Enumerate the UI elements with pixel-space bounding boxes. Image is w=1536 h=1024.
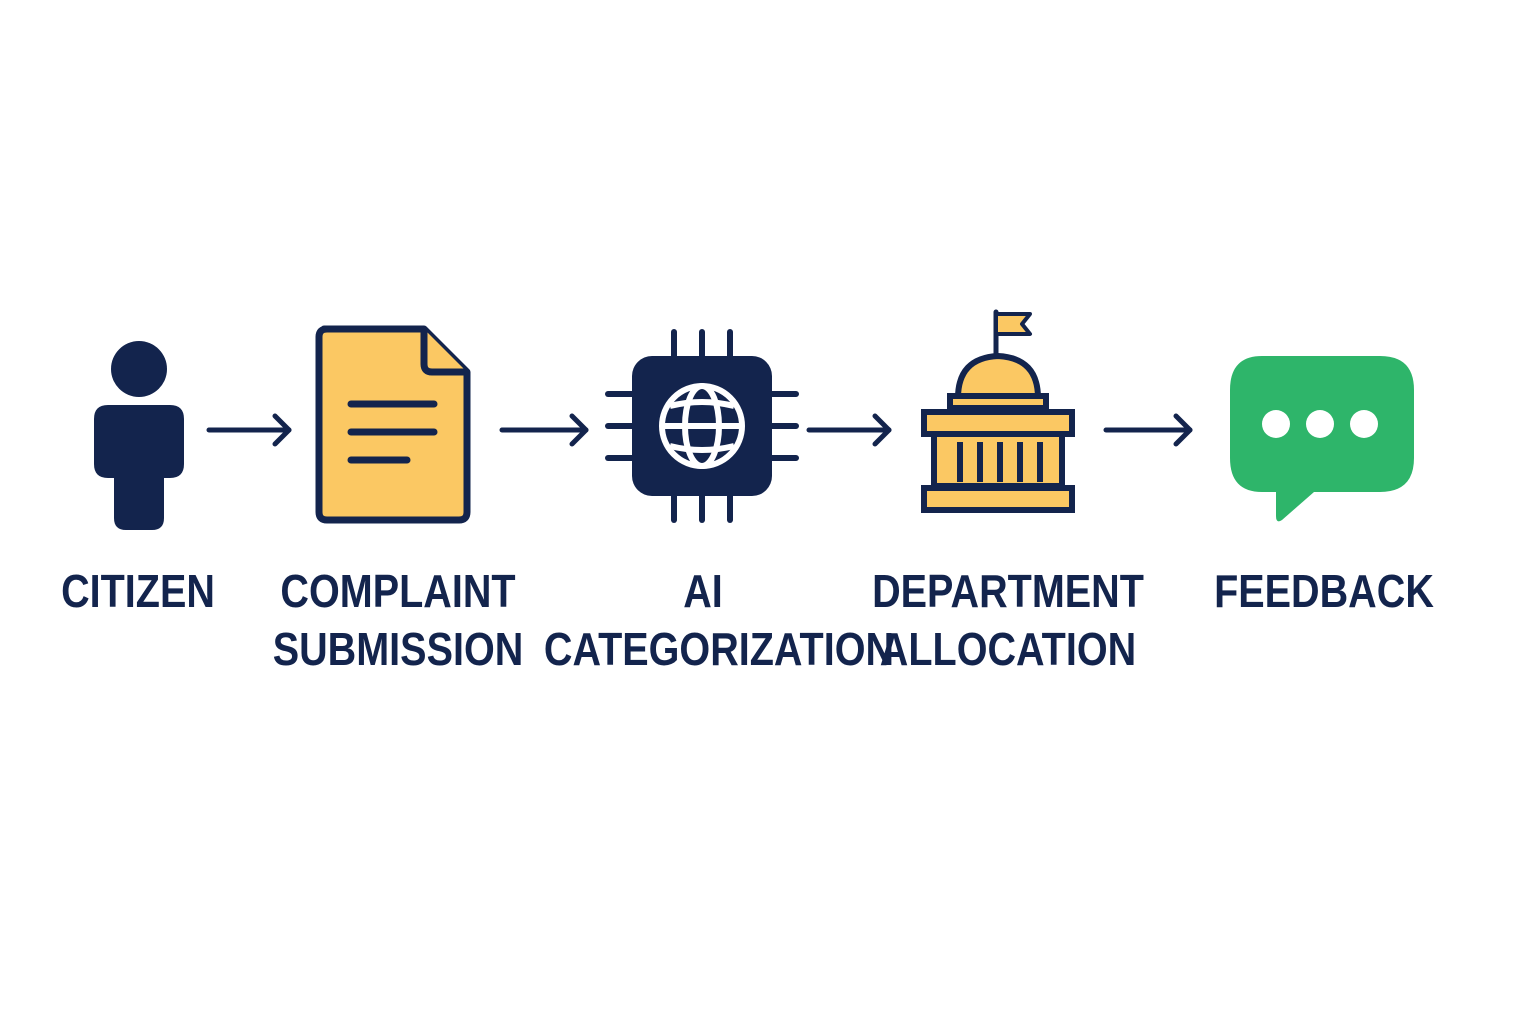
- label-line: AI: [683, 565, 723, 617]
- label-line: CATEGORIZATION: [543, 623, 895, 675]
- step-label-department-allocation: DEPARTMENT ALLOCATION: [870, 562, 1145, 678]
- label-line: SUBMISSION: [272, 623, 524, 675]
- person-icon: [94, 341, 184, 530]
- step-label-ai-categorization: AI CATEGORIZATION: [543, 562, 895, 678]
- label-line: COMPLAINT: [280, 565, 516, 617]
- label-line: DEPARTMENT: [872, 565, 1144, 617]
- label-line: CITIZEN: [61, 565, 215, 617]
- chat-bubble-icon: [1230, 356, 1414, 522]
- step-label-complaint-submission: COMPLAINT SUBMISSION: [269, 562, 527, 678]
- government-building-icon: [921, 309, 1075, 513]
- label-line: FEEDBACK: [1214, 565, 1434, 617]
- arrow-icon: [1103, 413, 1193, 447]
- step-label-citizen: CITIZEN: [52, 562, 224, 620]
- step-label-feedback: FEEDBACK: [1204, 562, 1445, 620]
- label-line: ALLOCATION: [879, 623, 1137, 675]
- arrow-icon: [806, 413, 892, 447]
- arrow-icon: [206, 413, 292, 447]
- arrow-icon: [499, 413, 589, 447]
- document-icon: [315, 325, 471, 524]
- ai-chip-icon: [605, 329, 799, 523]
